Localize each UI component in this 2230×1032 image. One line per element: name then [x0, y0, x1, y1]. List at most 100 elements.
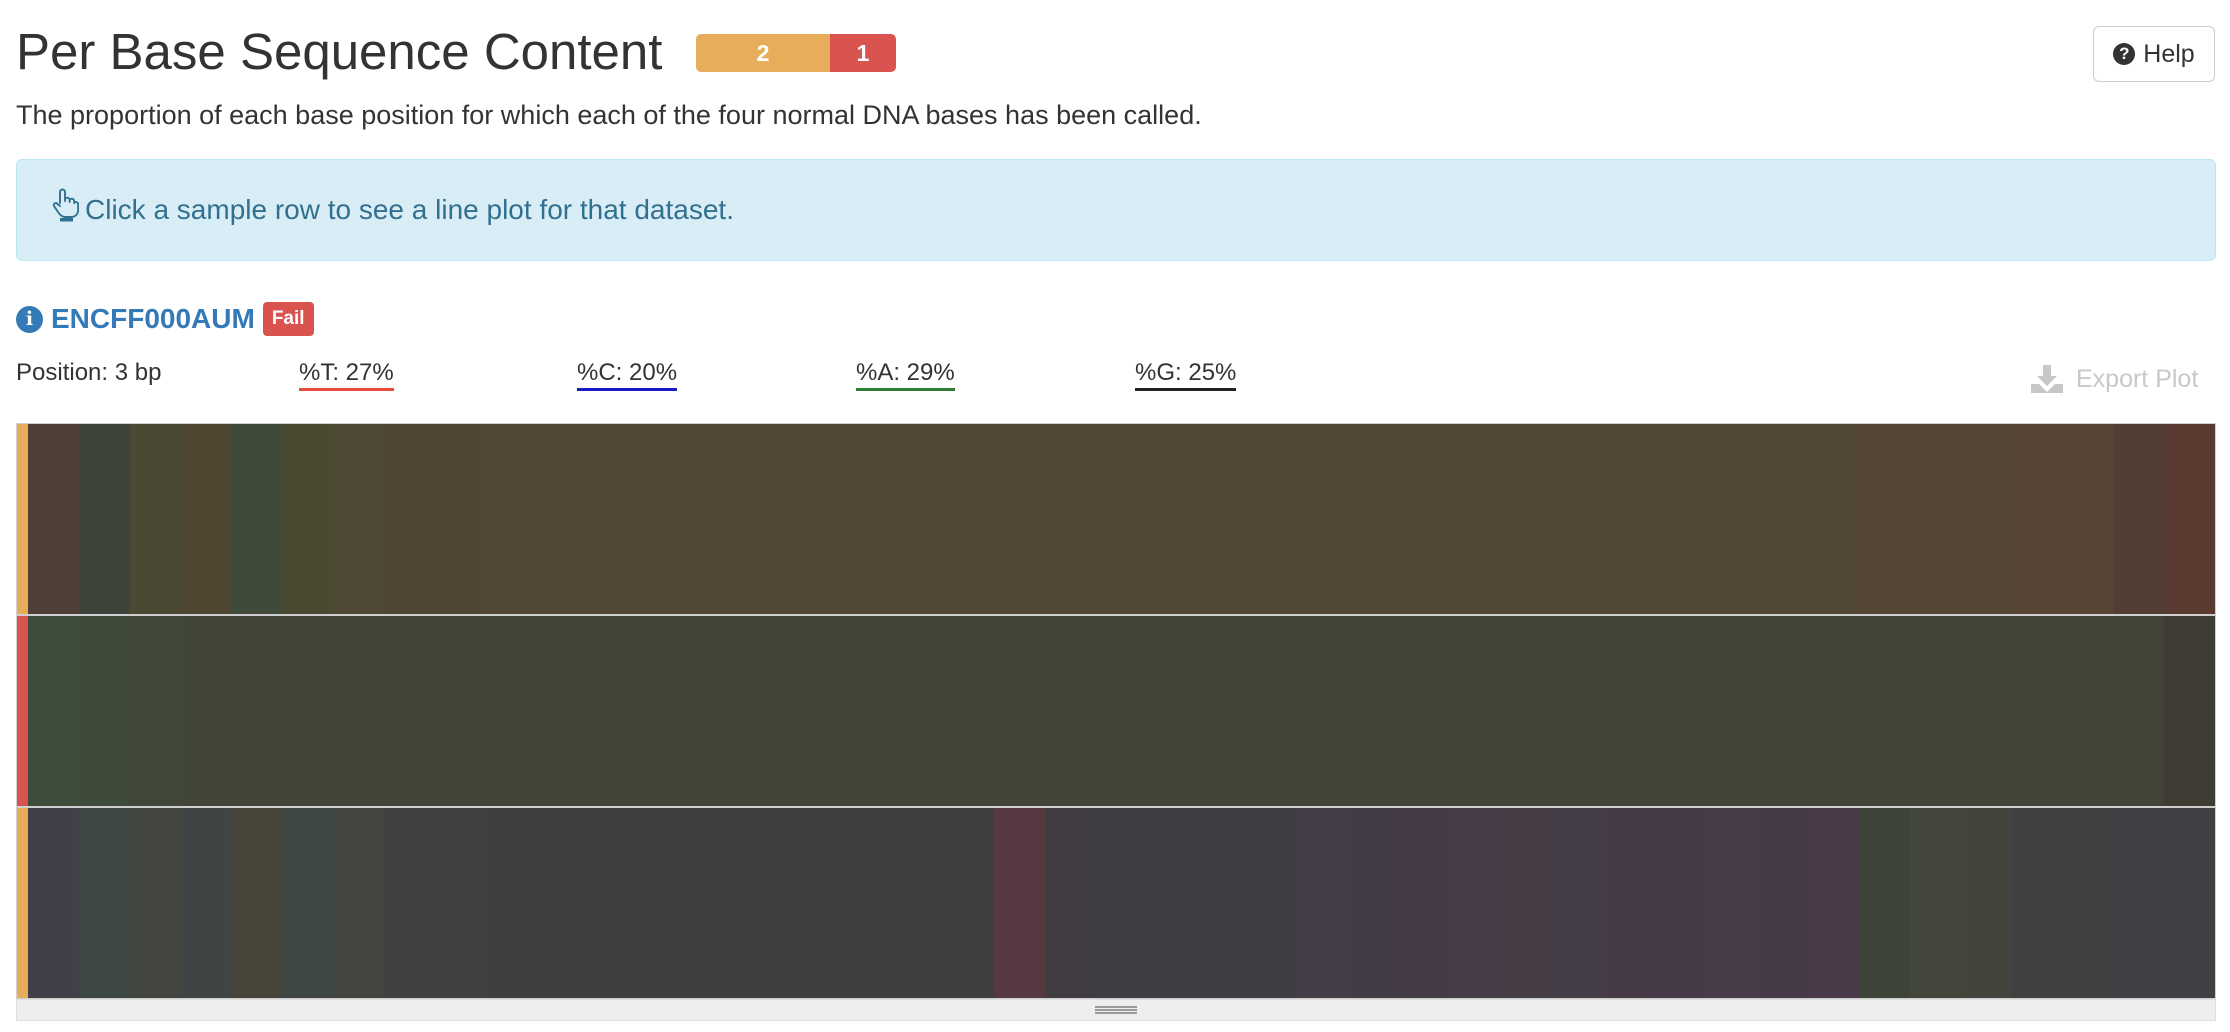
- heatmap-cell: [2011, 808, 2063, 998]
- help-button-label: Help: [2143, 39, 2195, 68]
- heatmap-cell: [231, 616, 283, 806]
- percent-a-readout: %A: 29%: [856, 359, 955, 391]
- help-button[interactable]: ? Help: [2093, 26, 2215, 82]
- heatmap-cell: [2113, 424, 2165, 614]
- info-alert-text: Click a sample row to see a line plot fo…: [85, 194, 734, 225]
- heatmap-cell: [434, 616, 486, 806]
- heatmap-cell: [536, 808, 588, 998]
- heatmap-cell: [1401, 616, 1453, 806]
- row-status-indicator: [17, 616, 28, 806]
- heatmap-cell: [28, 424, 79, 614]
- heatmap-cell: [2011, 424, 2063, 614]
- status-count-bar[interactable]: 2 1: [696, 34, 896, 72]
- heatmap-cell: [841, 808, 893, 998]
- heatmap-cell: [1350, 616, 1402, 806]
- heatmap-cell: [1452, 616, 1503, 806]
- heatmap-cell: [1553, 808, 1605, 998]
- percent-g-readout: %G: 25%: [1135, 359, 1237, 391]
- heatmap-row[interactable]: [17, 616, 2215, 806]
- heatmap-cell: [1808, 616, 1859, 806]
- heatmap-cell: [2164, 616, 2215, 806]
- heatmap-cell: [1096, 616, 1147, 806]
- heatmap-cell: [2062, 808, 2114, 998]
- heatmap-cell: [1350, 808, 1402, 998]
- fail-count-segment[interactable]: 1: [830, 34, 896, 72]
- heatmap-cell: [78, 616, 130, 806]
- heatmap-cell: [1604, 424, 1656, 614]
- heatmap-cell: [2062, 616, 2114, 806]
- heatmap-cell: [587, 808, 639, 998]
- heatmap-cell: [1655, 808, 1707, 998]
- heatmap-cell: [1452, 808, 1503, 998]
- heatmap-cell: [28, 616, 79, 806]
- heatmap-cell: [1299, 808, 1351, 998]
- section-description: The proportion of each base position for…: [16, 100, 1202, 130]
- heatmap-cell: [1401, 808, 1453, 998]
- heatmap-cell: [282, 424, 334, 614]
- percent-t-readout: %T: 27%: [299, 359, 394, 391]
- heatmap-cell: [2164, 808, 2215, 998]
- heatmap-cell: [1960, 808, 2012, 998]
- heatmap-cell: [638, 616, 690, 806]
- heatmap-cell: [892, 616, 944, 806]
- heatmap-row[interactable]: [17, 808, 2215, 998]
- heatmap-cell: [1248, 808, 1300, 998]
- heatmap-cell: [892, 424, 944, 614]
- heatmap-cell: [1146, 616, 1198, 806]
- export-plot-button[interactable]: Export Plot: [2030, 364, 2198, 394]
- heatmap-cell: [180, 808, 232, 998]
- heatmap-cell: [1197, 616, 1249, 806]
- warn-count-segment[interactable]: 2: [696, 34, 830, 72]
- heatmap-cell: [790, 424, 842, 614]
- heatmap-cell: [943, 424, 995, 614]
- heatmap-cell: [1146, 808, 1198, 998]
- sample-header: i ENCFF000AUM Fail: [16, 302, 314, 336]
- heatmap-cell: [1502, 616, 1554, 806]
- heatmap-cell: [384, 424, 435, 614]
- heatmap-cell: [1706, 616, 1758, 806]
- heatmap-cell: [333, 424, 385, 614]
- page-title: Per Base Sequence Content: [16, 23, 663, 80]
- heatmap-row[interactable]: [17, 424, 2215, 614]
- heatmap-cell: [740, 616, 791, 806]
- heatmap-cell: [1757, 616, 1809, 806]
- heatmap-cell: [689, 616, 741, 806]
- heatmap-cell: [1757, 808, 1809, 998]
- row-status-indicator: [17, 424, 28, 614]
- heatmap-cell: [1045, 808, 1097, 998]
- heatmap-cell: [1096, 424, 1147, 614]
- heatmap-cell: [180, 424, 232, 614]
- heatmap-cell: [485, 808, 537, 998]
- sample-name-link[interactable]: ENCFF000AUM: [51, 303, 255, 334]
- heatmap-cell: [790, 808, 842, 998]
- heatmap-cell: [740, 424, 791, 614]
- heatmap-cell: [994, 424, 1046, 614]
- position-readout: Position: 3 bp: [16, 359, 162, 386]
- heatmap-cell: [1858, 424, 1910, 614]
- heatmap-cell: [2164, 424, 2215, 614]
- heatmap-cell: [892, 808, 944, 998]
- heatmap-cell: [1858, 616, 1910, 806]
- heatmap-cell: [1909, 808, 1961, 998]
- heatmap-cell: [434, 424, 486, 614]
- heatmap-resize-handle[interactable]: [16, 999, 2216, 1021]
- heatmap-cell: [1248, 616, 1300, 806]
- sequence-content-heatmap[interactable]: [16, 423, 2216, 999]
- export-plot-label: Export Plot: [2076, 364, 2199, 393]
- heatmap-cell: [231, 808, 283, 998]
- heatmap-cell: [587, 424, 639, 614]
- heatmap-cell: [1502, 424, 1554, 614]
- question-circle-icon: ?: [2113, 43, 2136, 65]
- heatmap-cell: [333, 808, 385, 998]
- heatmap-cell: [1553, 424, 1605, 614]
- heatmap-cell: [1248, 424, 1300, 614]
- heatmap-cell: [1655, 424, 1707, 614]
- heatmap-cell: [180, 616, 232, 806]
- info-circle-icon: i: [16, 305, 43, 333]
- heatmap-cell: [1960, 424, 2012, 614]
- heatmap-cell: [638, 808, 690, 998]
- heatmap-cell: [1604, 616, 1656, 806]
- heatmap-cell: [1706, 808, 1758, 998]
- heatmap-cell: [485, 616, 537, 806]
- heatmap-cell: [384, 808, 435, 998]
